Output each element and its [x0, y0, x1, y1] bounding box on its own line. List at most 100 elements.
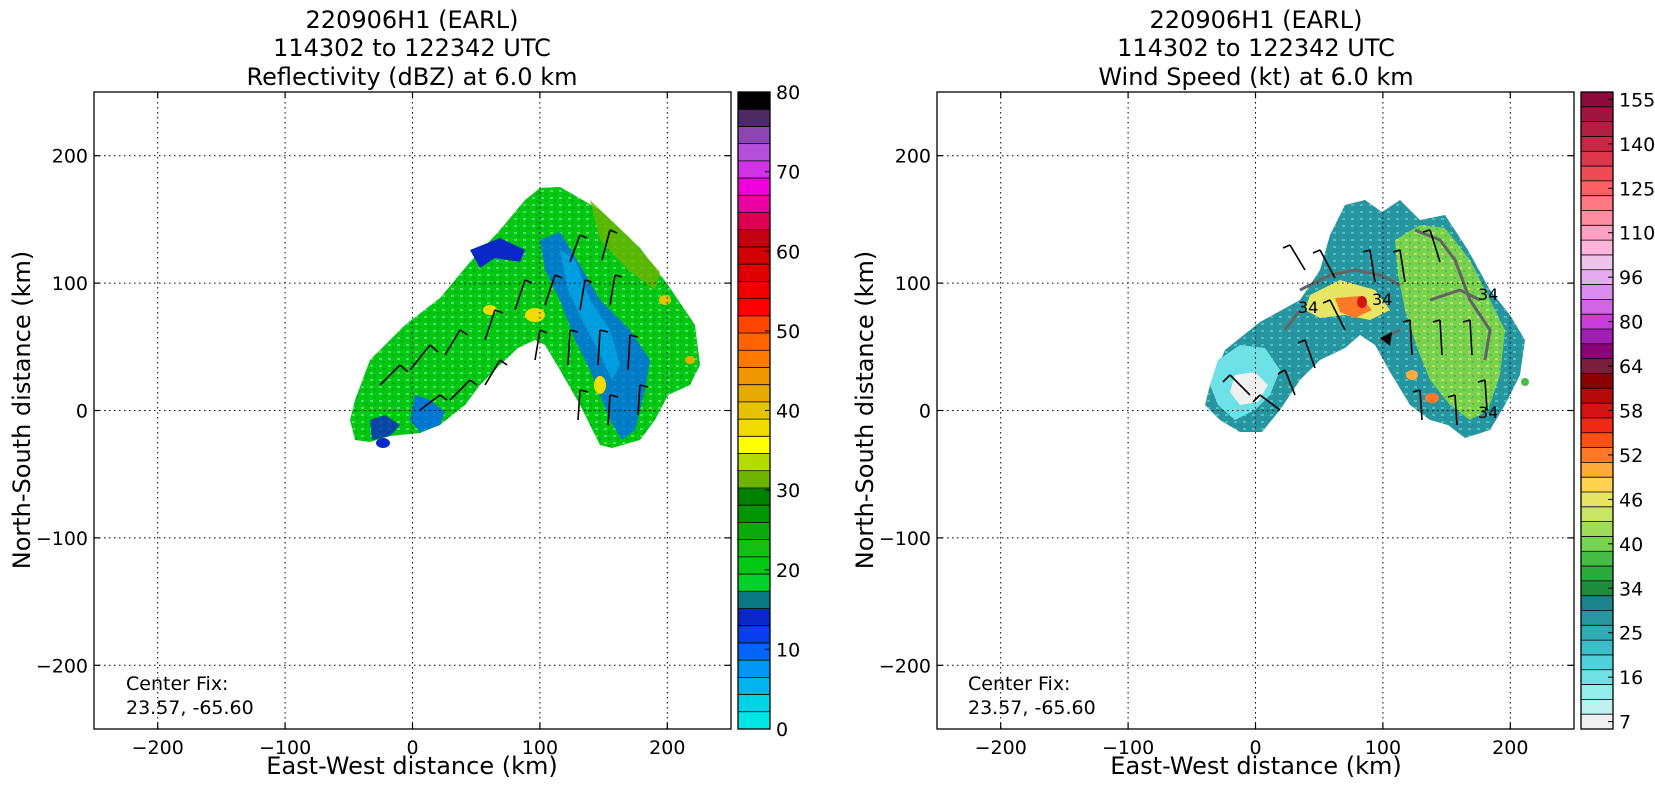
x-tick-label: −200 — [132, 737, 184, 759]
x-tick-label: 100 — [522, 737, 558, 759]
colorbar-swatch — [738, 642, 770, 661]
x-tick-label: −200 — [975, 737, 1027, 759]
colorbar-swatch — [1581, 580, 1613, 597]
colorbar-swatch — [1581, 388, 1613, 404]
x-tick-label: 100 — [1365, 737, 1401, 759]
title-line-2: 114302 to 122342 UTC — [1117, 34, 1395, 62]
colorbar-swatch — [1581, 343, 1613, 360]
colorbar-swatch — [1581, 417, 1613, 434]
colorbar-swatch — [738, 625, 770, 644]
colorbar-tick-label: 10 — [776, 639, 800, 661]
reflectivity-field — [350, 187, 700, 448]
colorbar-tick-label: 64 — [1619, 356, 1643, 378]
colorbar-swatch — [1581, 610, 1613, 626]
colorbar-tick-label: 155 — [1619, 89, 1655, 111]
colorbar-swatch — [1581, 521, 1613, 537]
colorbar-swatch — [1581, 536, 1613, 552]
reflectivity-title: 220906H1 (EARL) 114302 to 122342 UTC Ref… — [247, 6, 578, 91]
colorbar-swatch — [1581, 595, 1613, 611]
colorbar-swatch — [738, 608, 770, 627]
title-line-3: Reflectivity (dBZ) at 6.0 km — [247, 63, 578, 91]
y-axis-label: North-South distance (km) — [851, 251, 879, 570]
colorbar-swatch — [1581, 566, 1613, 582]
colorbar-swatch — [1581, 240, 1613, 256]
x-tick-label: 200 — [649, 737, 685, 759]
colorbar-swatch — [738, 281, 770, 300]
y-tick-label: −100 — [879, 528, 931, 550]
colorbar-tick-label: 110 — [1619, 223, 1655, 245]
colorbar-swatch — [1581, 491, 1613, 508]
title-line-1: 220906H1 (EARL) — [306, 6, 519, 34]
colorbar-swatch — [1581, 506, 1613, 523]
colorbar-swatch — [1581, 151, 1613, 167]
colorbar-swatch — [738, 298, 770, 317]
wind-barbs — [379, 229, 649, 426]
center-fix-annotation: Center Fix: 23.57, -65.60 — [968, 673, 1096, 719]
colorbar-swatch — [1581, 92, 1613, 108]
colorbar-swatch — [738, 436, 770, 455]
colorbar-swatch — [1581, 373, 1613, 389]
colorbar-swatch — [738, 195, 770, 214]
colorbar-tick-label: 96 — [1619, 267, 1643, 289]
colorbar-swatch — [1581, 477, 1613, 493]
colorbar-tick-label: 60 — [776, 241, 800, 263]
colorbar-swatch — [738, 453, 770, 472]
colorbar-swatch — [738, 315, 770, 334]
gridlines — [937, 92, 1574, 729]
colorbar-swatch — [1581, 136, 1613, 152]
wind-speed-field — [1205, 200, 1529, 438]
colorbar-tick-label: 34 — [1619, 578, 1643, 600]
colorbar-swatch — [738, 350, 770, 368]
y-axis-ticks: −200 −100 0 100 200 — [879, 146, 1574, 677]
colorbar-tick-label: 125 — [1619, 178, 1655, 200]
colorbar-tick-label: 40 — [776, 401, 800, 423]
title-line-2: 114302 to 122342 UTC — [273, 34, 551, 62]
x-axis-label: East-West distance (km) — [266, 752, 557, 780]
x-tick-label: −100 — [259, 737, 311, 759]
colorbar-swatch — [1581, 329, 1613, 345]
colorbar-swatch — [1581, 654, 1613, 671]
colorbar-swatch — [738, 143, 770, 162]
x-tick-label: 0 — [1249, 737, 1261, 759]
colorbar-swatch — [738, 694, 770, 713]
colorbar-swatch — [738, 574, 770, 592]
colorbar-swatch — [738, 160, 770, 179]
colorbar-swatch — [1581, 640, 1613, 656]
colorbar-swatch — [1581, 358, 1613, 374]
colorbar-tick-label: 20 — [776, 560, 800, 582]
reflectivity-colorbar: 0 10 20 30 40 50 60 70 80 — [737, 82, 800, 741]
colorbar-swatch — [1581, 625, 1613, 641]
title-line-3: Wind Speed (kt) at 6.0 km — [1098, 63, 1413, 91]
y-tick-label: 200 — [52, 146, 88, 168]
colorbar-swatch — [1581, 284, 1613, 300]
x-tick-label: −100 — [1102, 737, 1154, 759]
colorbar-swatch — [1581, 669, 1613, 686]
colorbar-swatch — [738, 660, 770, 678]
colorbar-swatch — [738, 333, 770, 351]
x-axis-label: East-West distance (km) — [1110, 752, 1401, 780]
colorbar-swatch — [738, 264, 770, 282]
y-tick-label: −200 — [36, 655, 88, 677]
y-axis-label: North-South distance (km) — [8, 251, 36, 570]
contour-label: 34 — [1478, 285, 1498, 304]
colorbar-swatch — [738, 711, 770, 730]
colorbar-tick-label: 80 — [776, 82, 800, 104]
colorbar-swatch — [738, 505, 770, 523]
colorbar-swatch — [738, 677, 770, 696]
colorbar-swatch — [738, 539, 770, 558]
gridlines — [94, 92, 731, 729]
reflectivity-panel: 220906H1 (EARL) 114302 to 122342 UTC Ref… — [8, 6, 800, 780]
colorbar-tick-label: 16 — [1619, 667, 1643, 689]
colorbar-swatch — [738, 246, 770, 265]
colorbar-swatch — [1581, 299, 1613, 315]
y-tick-label: 0 — [919, 401, 931, 423]
colorbar-swatch — [1581, 106, 1613, 123]
y-tick-label: −200 — [879, 655, 931, 677]
colorbar-swatch — [1581, 403, 1613, 419]
wind-speed-title: 220906H1 (EARL) 114302 to 122342 UTC Win… — [1098, 6, 1413, 91]
colorbar-swatch — [1581, 166, 1613, 182]
colorbar-tick-label: 80 — [1619, 312, 1643, 334]
y-tick-label: 200 — [895, 146, 931, 168]
colorbar-swatch — [1581, 269, 1613, 286]
